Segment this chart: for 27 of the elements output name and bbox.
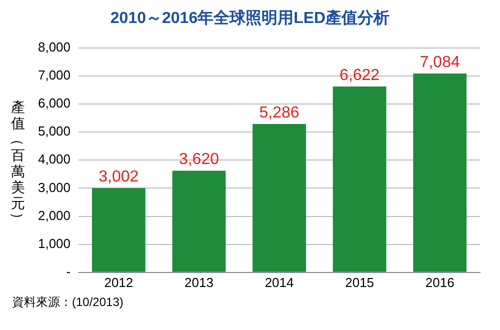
source-note: 資料來源：(10/2013) [12, 294, 124, 311]
x-tick-label: 2013 [184, 274, 214, 290]
x-tick-label: 2016 [425, 274, 454, 290]
bar [172, 170, 226, 272]
y-axis-title: 產值（百萬美元） [9, 99, 27, 228]
y-tick-label: 4,000 [38, 152, 71, 167]
y-tick-label: 7,000 [38, 67, 71, 82]
data-label: 6,622 [340, 66, 380, 84]
y-tick-label: 6,000 [38, 96, 71, 111]
data-label: 7,084 [420, 54, 460, 71]
bar [252, 124, 306, 272]
x-tick-label: 2014 [264, 274, 294, 290]
x-tick-label: 2012 [104, 274, 134, 290]
y-tick-label: 5,000 [38, 124, 71, 139]
data-label: 3,002 [98, 168, 139, 186]
x-tick-label: 2015 [345, 274, 374, 290]
y-tick-label: 2,000 [38, 208, 71, 223]
data-label: 5,286 [259, 104, 300, 122]
bar [332, 86, 386, 272]
bar [413, 74, 467, 272]
y-tick-label: 3,000 [38, 180, 71, 195]
y-tick-label: 1,000 [38, 236, 71, 251]
y-tick-label: 8,000 [38, 39, 71, 54]
data-label: 3,620 [178, 151, 220, 168]
bar [92, 188, 146, 272]
chart-title: 2010～2016年全球照明用LED產值分析 [109, 8, 391, 29]
y-tick-label: - [66, 264, 71, 279]
